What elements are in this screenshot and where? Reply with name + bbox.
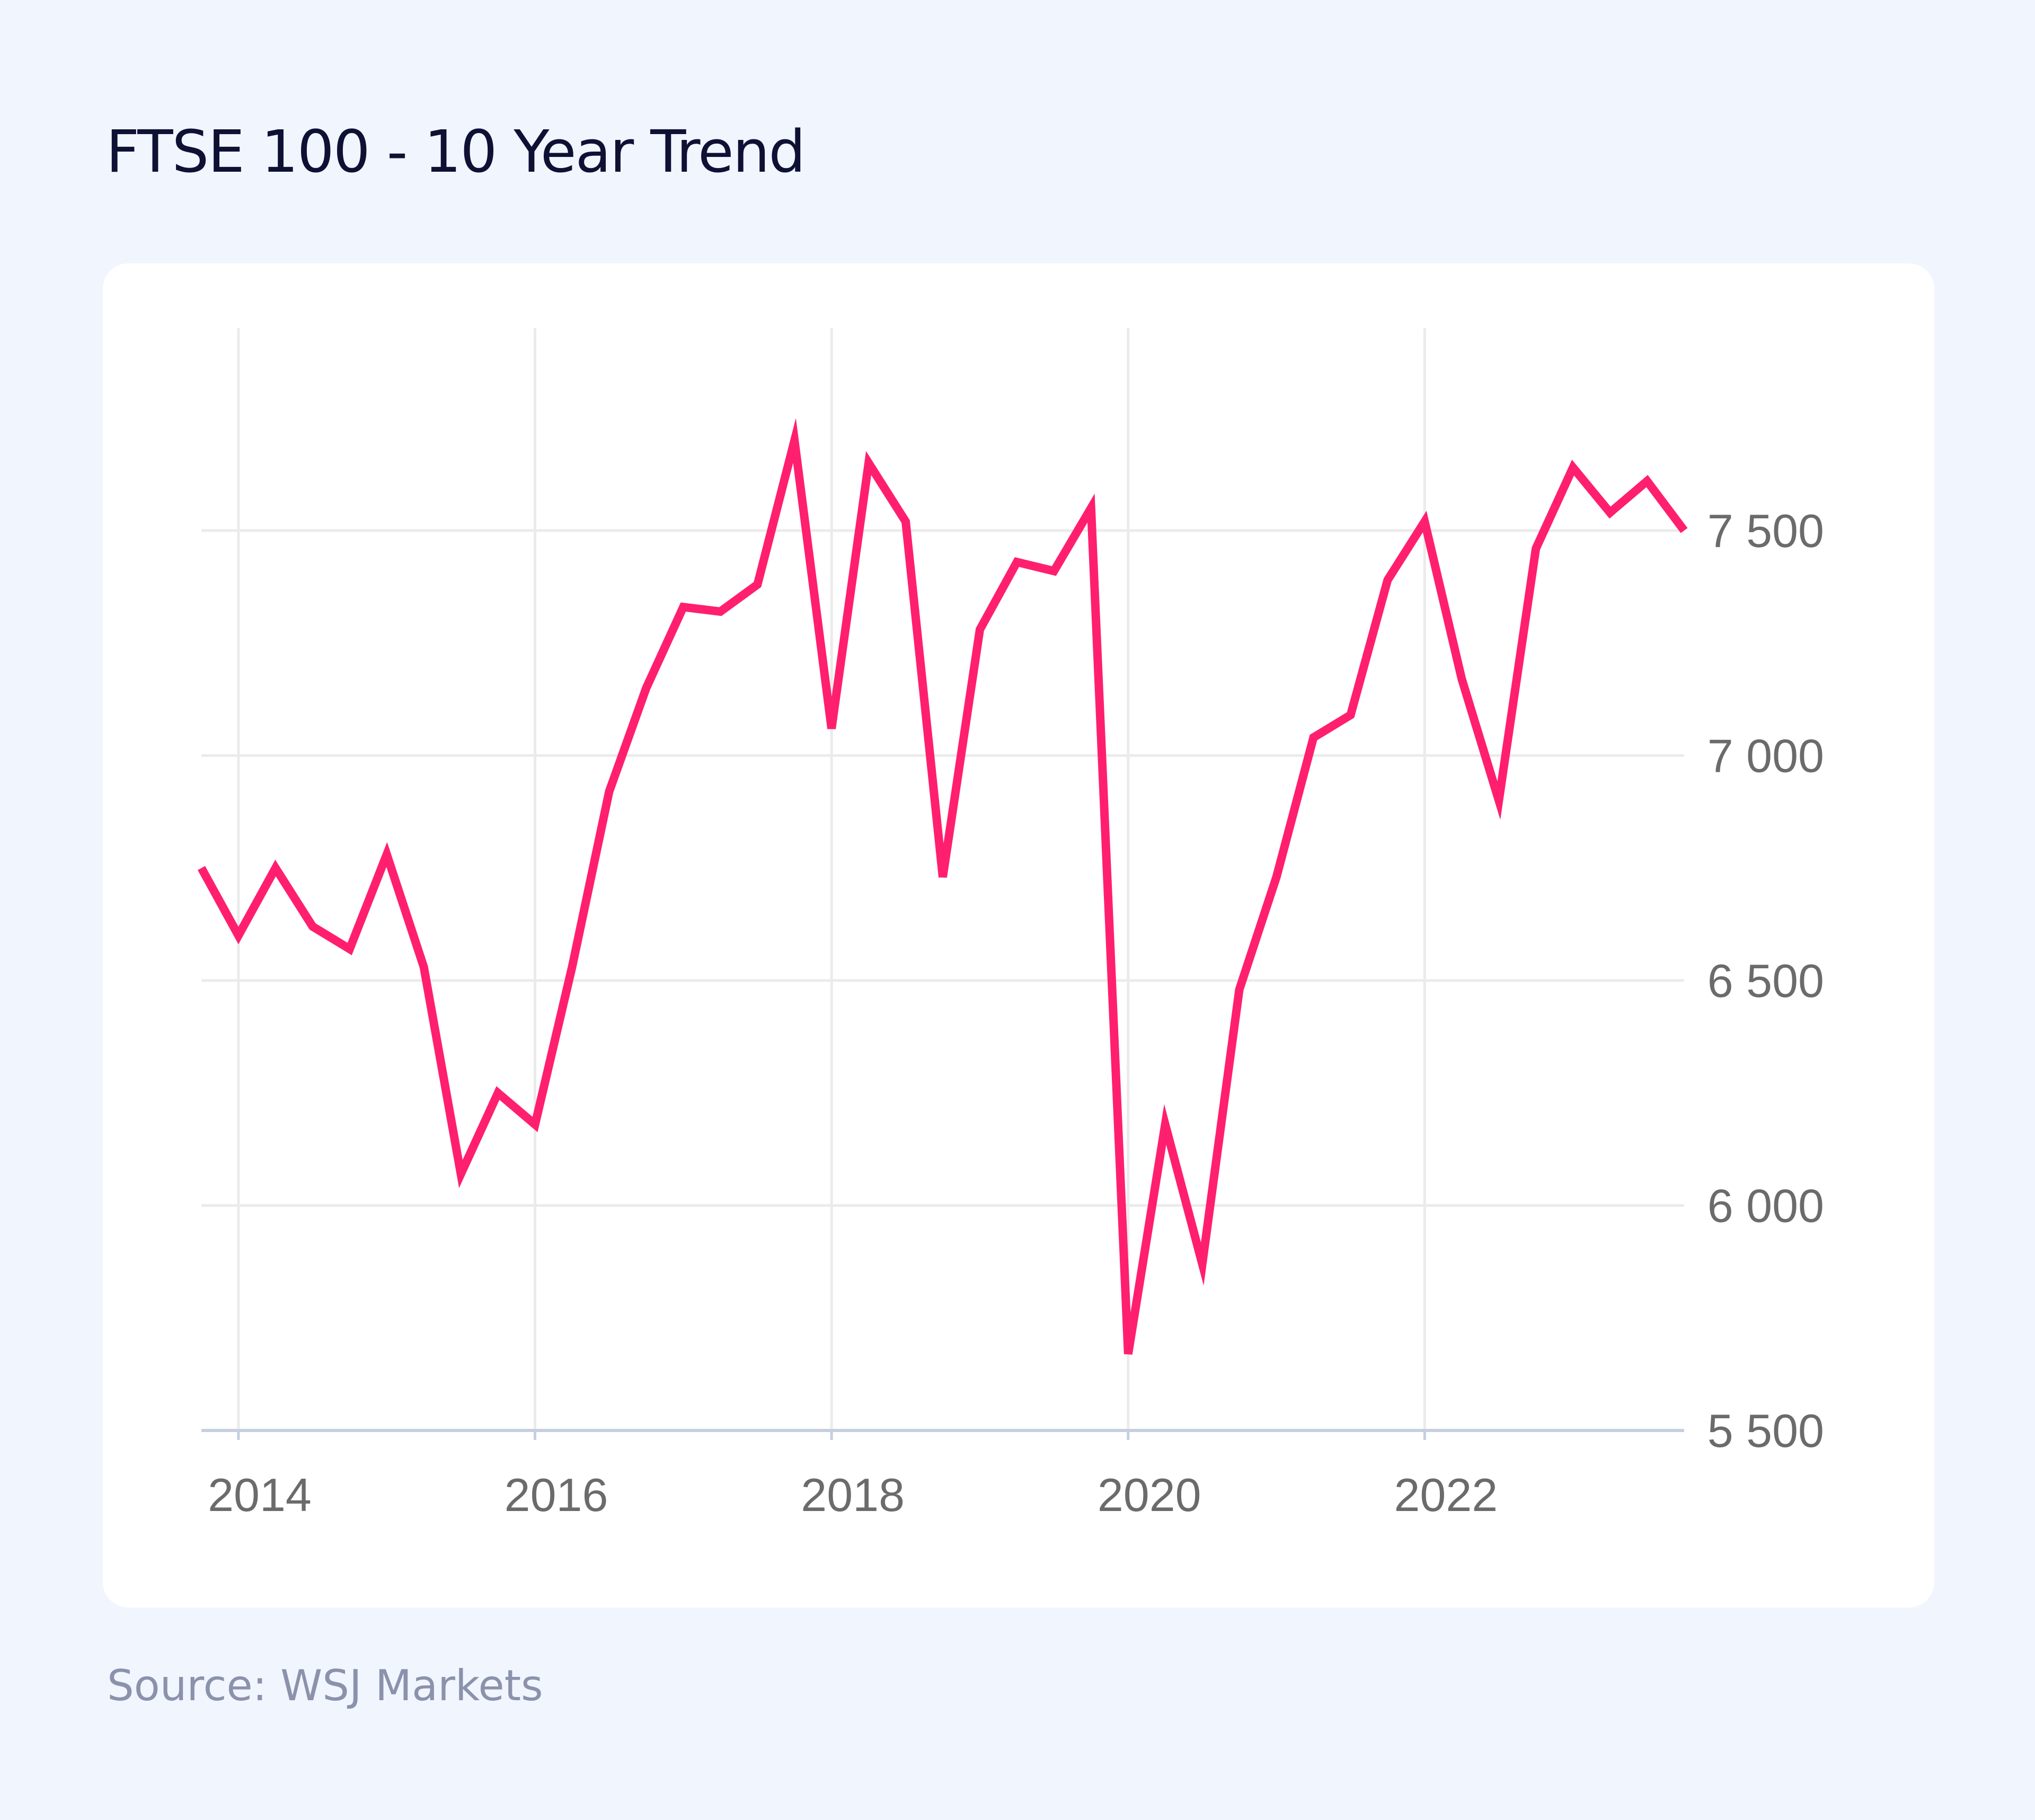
x-tick-label: 2020 (1098, 1469, 1201, 1521)
ftse-line-chart: 2014 2016 2018 2020 2022 5 500 6 000 6 500 7 000… (197, 328, 1824, 1521)
y-tick-label: 7 000 (1707, 730, 1824, 782)
x-tick-label: 2014 (208, 1469, 312, 1521)
y-tick-label: 7 500 (1707, 505, 1824, 557)
x-tick-label: 2018 (801, 1469, 905, 1521)
source-note: Source: WSJ Markets (107, 1661, 543, 1710)
x-tick-label: 2022 (1394, 1469, 1498, 1521)
y-tick-label: 6 000 (1707, 1180, 1824, 1232)
ftse-series-line (197, 418, 1688, 1355)
y-tick-label: 6 500 (1707, 955, 1824, 1007)
chart-title: FTSE 100 - 10 Year Trend (106, 118, 806, 185)
x-tick-label: 2016 (505, 1469, 608, 1521)
y-tick-label: 5 500 (1707, 1404, 1824, 1457)
chart-card: 2014 2016 2018 2020 2022 5 500 6 000 6 500 7 000… (103, 263, 1934, 1607)
